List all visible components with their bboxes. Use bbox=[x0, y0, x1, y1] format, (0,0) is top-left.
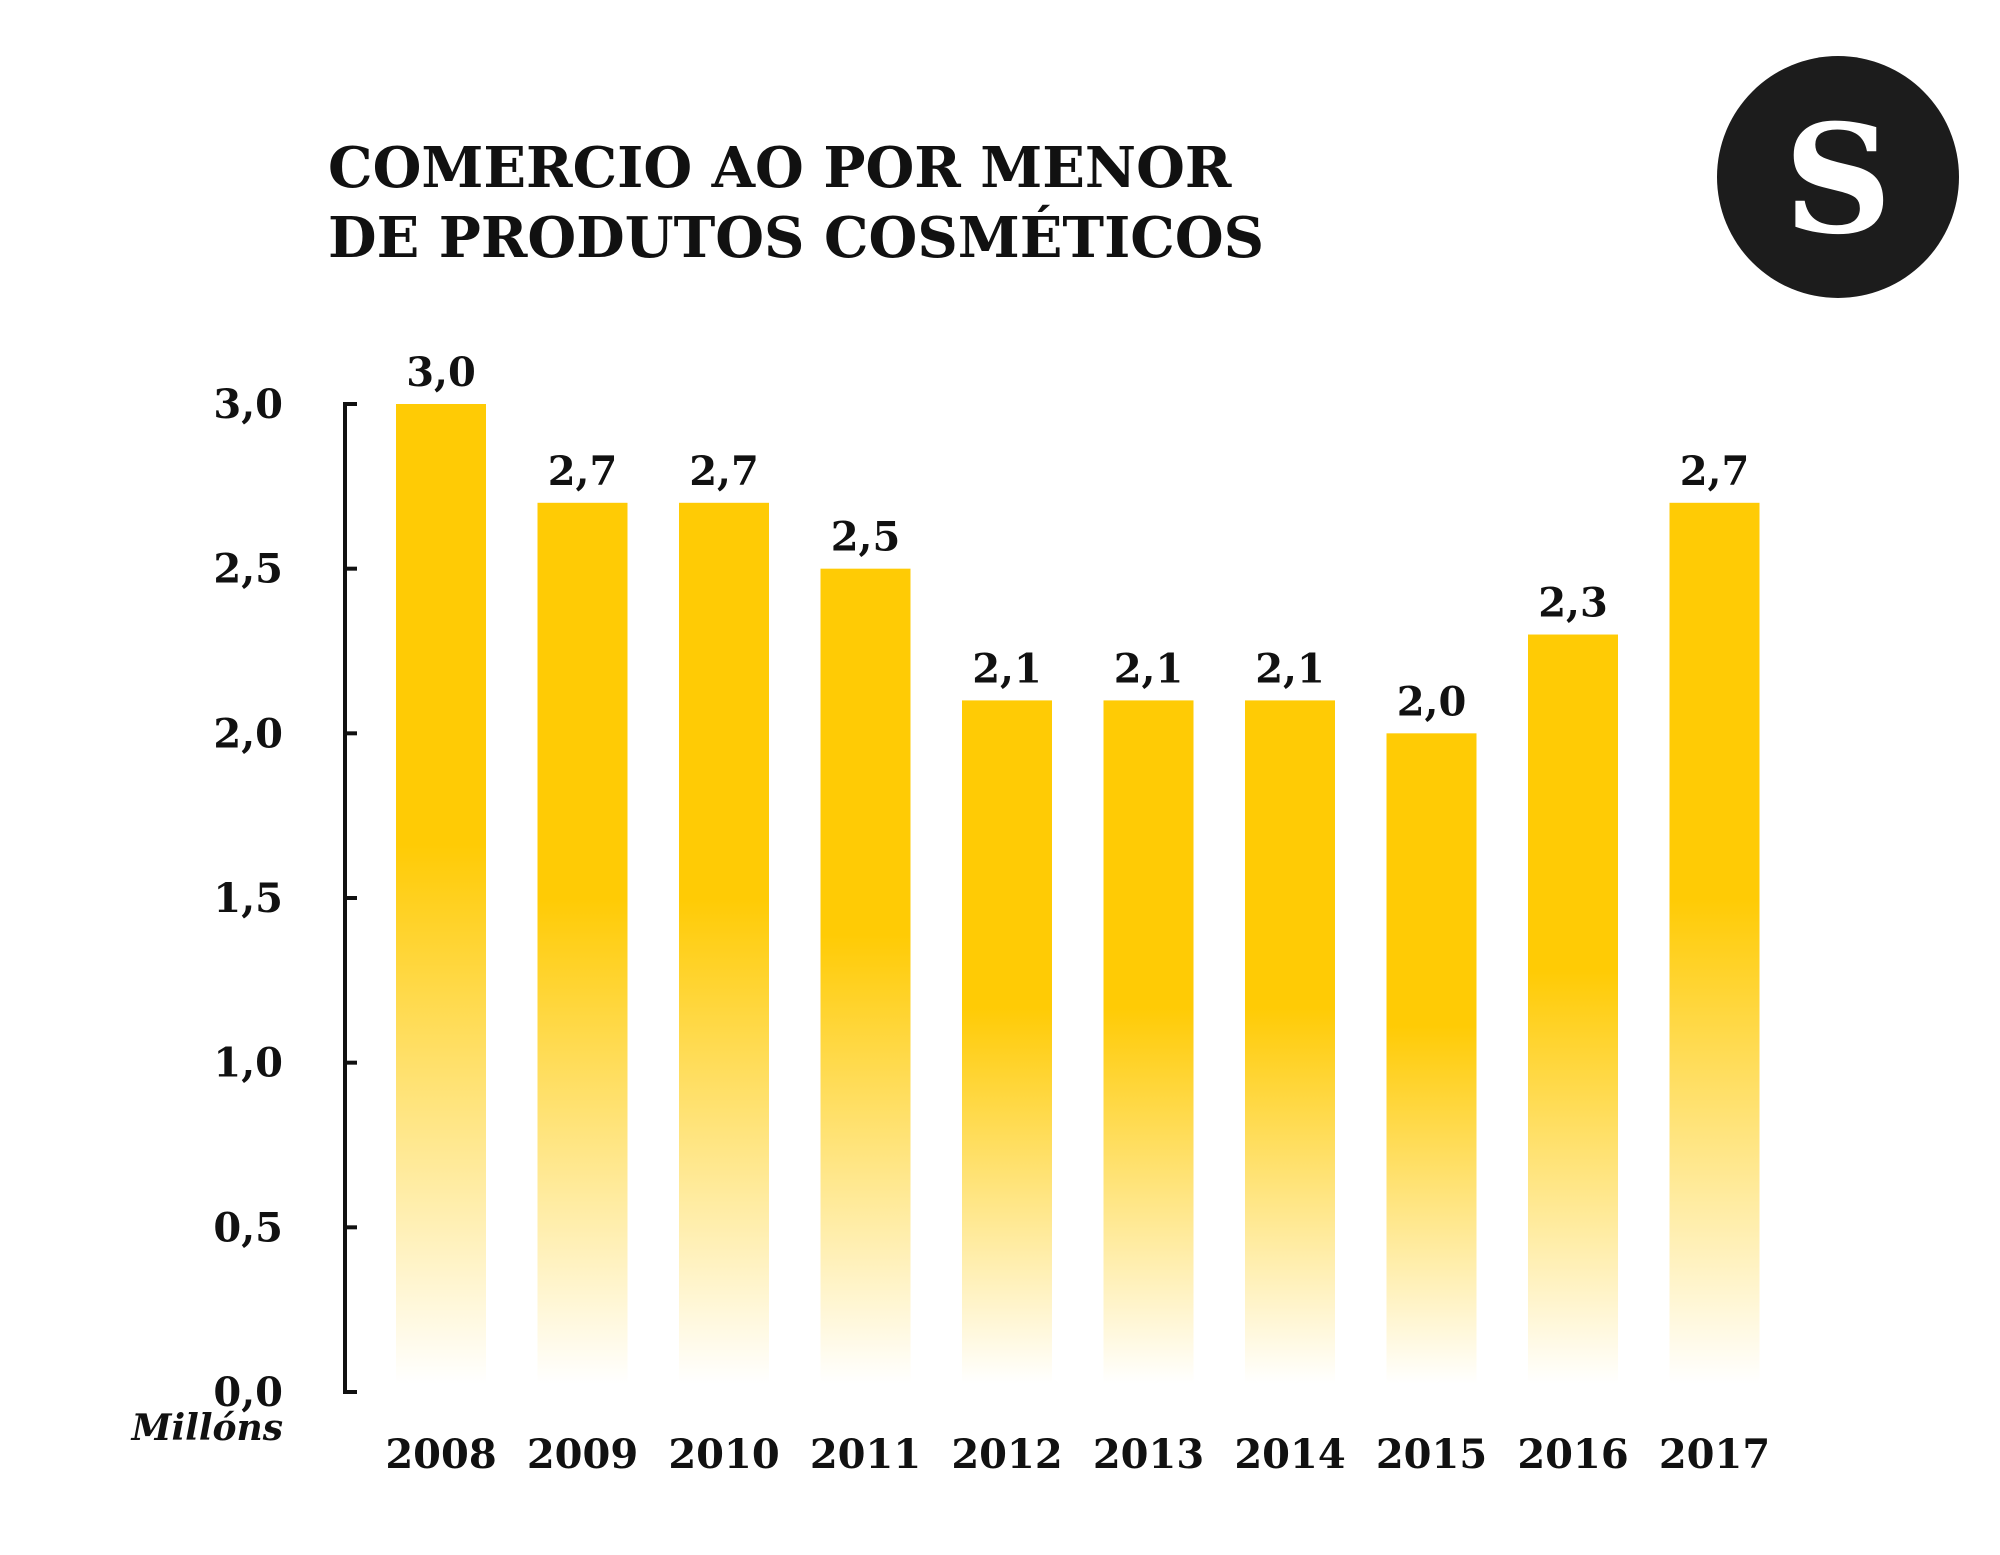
y-tick-label: 1,0 bbox=[213, 1040, 283, 1087]
y-tick-label: 2,5 bbox=[213, 546, 283, 593]
x-tick-label-2016: 2016 bbox=[1517, 1431, 1628, 1478]
bar-2008 bbox=[396, 404, 486, 1384]
bar-2011 bbox=[820, 568, 911, 1384]
chart-title-line-1: COMERCIO AO POR MENOR bbox=[328, 135, 1232, 201]
bar-2010 bbox=[679, 502, 769, 1384]
bar-2009 bbox=[537, 502, 628, 1384]
data-label-2014: 2,1 bbox=[1255, 645, 1325, 692]
chart-title: COMERCIO AO POR MENOR DE PRODUTOS COSMÉT… bbox=[328, 135, 1264, 271]
y-tick-label: 3,0 bbox=[213, 381, 283, 428]
x-tick-label-2011: 2011 bbox=[810, 1431, 921, 1478]
data-label-2016: 2,3 bbox=[1538, 580, 1608, 627]
data-label-2010: 2,7 bbox=[689, 448, 759, 495]
bars bbox=[396, 404, 1760, 1384]
logo-letter: S bbox=[1784, 92, 1892, 268]
x-tick-label-2017: 2017 bbox=[1659, 1431, 1770, 1478]
x-tick-label-2010: 2010 bbox=[668, 1431, 779, 1478]
publisher-logo: S bbox=[1717, 56, 1959, 298]
data-label-2013: 2,1 bbox=[1114, 645, 1184, 692]
bar-2017 bbox=[1669, 502, 1760, 1384]
x-tick-label-2008: 2008 bbox=[385, 1431, 496, 1478]
y-tick-label: 0,0 bbox=[213, 1369, 283, 1416]
data-label-2017: 2,7 bbox=[1680, 448, 1750, 495]
y-tick-label: 1,5 bbox=[213, 875, 283, 922]
bar-2015 bbox=[1386, 733, 1477, 1384]
data-label-2009: 2,7 bbox=[548, 448, 618, 495]
x-tick-label-2013: 2013 bbox=[1093, 1431, 1204, 1478]
data-label-2008: 3,0 bbox=[406, 349, 476, 396]
data-label-2012: 2,1 bbox=[972, 645, 1042, 692]
data-labels: 3,0 2,7 2,7 2,5 2,1 2,1 2,1 2,0 2,3 2,7 bbox=[406, 349, 1749, 725]
bar-2012 bbox=[962, 700, 1052, 1384]
chart-title-line-2: DE PRODUTOS COSMÉTICOS bbox=[328, 204, 1264, 271]
bar-2016 bbox=[1528, 634, 1618, 1384]
bar-2014 bbox=[1245, 700, 1335, 1384]
x-ticks: 2008 2009 2010 2011 2012 2013 2014 2015 2016 2017 bbox=[385, 1431, 1770, 1478]
data-label-2015: 2,0 bbox=[1397, 678, 1467, 725]
x-tick-label-2009: 2009 bbox=[527, 1431, 638, 1478]
bar-2013 bbox=[1103, 700, 1194, 1384]
y-tick-label: 0,5 bbox=[213, 1204, 283, 1251]
y-ticks: 0,0 0,5 1,0 1,5 2,0 2,5 3,0 bbox=[213, 381, 357, 1416]
data-label-2011: 2,5 bbox=[831, 514, 901, 561]
logo-circle bbox=[1717, 56, 1959, 298]
x-tick-label-2015: 2015 bbox=[1376, 1431, 1487, 1478]
y-tick-label: 2,0 bbox=[213, 710, 283, 757]
x-tick-label-2014: 2014 bbox=[1234, 1431, 1345, 1478]
x-tick-label-2012: 2012 bbox=[951, 1431, 1062, 1478]
y-axis-unit-label: Millóns bbox=[130, 1407, 283, 1449]
